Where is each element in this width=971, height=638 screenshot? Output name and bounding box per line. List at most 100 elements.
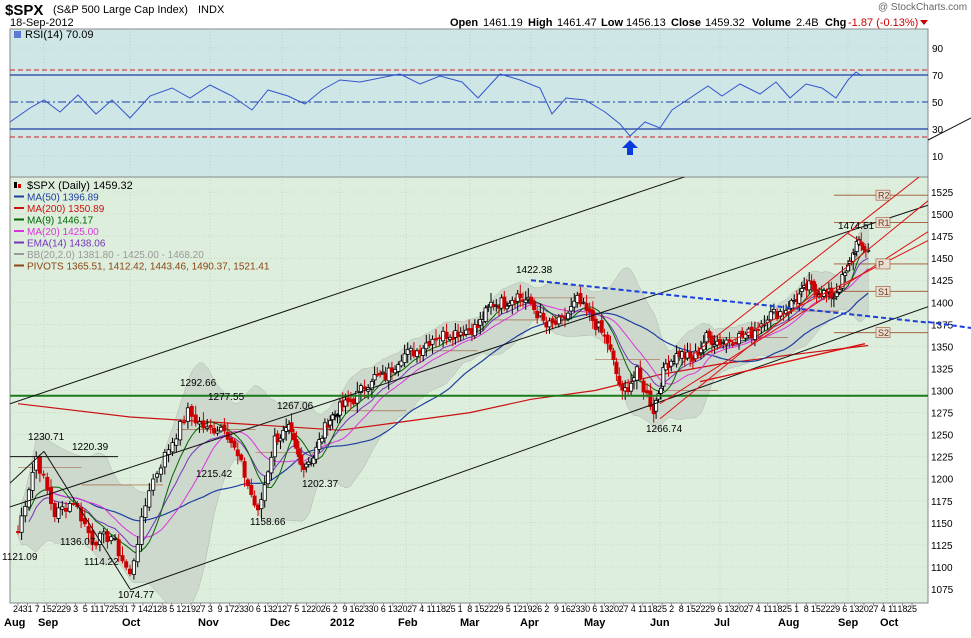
- candle-body: [154, 473, 159, 478]
- close-value: 1459.32: [705, 17, 745, 29]
- candle-body: [294, 439, 299, 449]
- price-tick-label: 1175: [931, 497, 953, 508]
- legend-item: MA(20) 1425.00: [27, 227, 99, 238]
- x-day-label: 23: [234, 604, 244, 614]
- x-day-label: 21: [148, 604, 158, 614]
- candle-body: [654, 399, 659, 412]
- candle-body: [396, 364, 401, 372]
- drop-line: [43, 451, 131, 590]
- candle-body: [638, 367, 643, 379]
- x-day-label: 11: [90, 604, 99, 614]
- candle-body: [494, 304, 499, 307]
- x-day-label: 1: [794, 604, 799, 614]
- candle-body: [768, 311, 773, 321]
- candle-body: [197, 421, 202, 425]
- price-tick-label: 1275: [931, 409, 954, 420]
- price-annotation: 1114.22: [84, 557, 119, 568]
- pivot-label: S2: [878, 328, 889, 338]
- candle-body: [727, 339, 732, 342]
- pivot-label-box: [875, 327, 891, 339]
- price-tick-label: 1225: [931, 453, 954, 464]
- x-day-label: 12: [301, 604, 311, 614]
- pivot-label: R2: [878, 191, 890, 201]
- candle-body: [718, 339, 723, 346]
- candle-body: [79, 507, 84, 522]
- volume-value: 2.4B: [796, 17, 819, 29]
- x-day-label: 16: [561, 604, 571, 614]
- price-tick-label: 1500: [931, 210, 954, 221]
- candle-body: [444, 331, 449, 339]
- candle-body: [49, 486, 54, 504]
- x-month-label: Nov: [198, 617, 220, 629]
- candle-body: [139, 516, 144, 545]
- candle-body: [320, 437, 325, 443]
- legend-item: PIVOTS 1365.51, 1412.42, 1443.46, 1490.3…: [27, 262, 270, 273]
- candle-body: [834, 292, 839, 297]
- candle-body: [335, 415, 340, 418]
- price-annotation: 1277.55: [208, 392, 245, 403]
- candle-body: [37, 456, 42, 474]
- candle-body: [278, 437, 283, 442]
- x-day-label: 27: [282, 604, 292, 614]
- x-day-label: 13: [599, 604, 609, 614]
- x-month-label: Aug: [4, 617, 25, 629]
- candle-body: [86, 526, 91, 534]
- price-candles: [15, 232, 871, 580]
- x-day-label: 20: [398, 604, 408, 614]
- candle-body: [854, 241, 859, 253]
- price-annotation: 1266.74: [646, 424, 683, 435]
- candle-body: [15, 531, 20, 533]
- candle-body: [620, 383, 625, 391]
- x-day-label: 2: [333, 604, 338, 614]
- x-day-label: 17: [100, 604, 110, 614]
- x-day-label: 4: [419, 604, 424, 614]
- candle-body: [740, 330, 745, 337]
- candle-body: [541, 312, 546, 321]
- x-day-label: 18: [897, 604, 907, 614]
- price-panel: 1121.09 1230.71 1136.07 1220.39 1114.22 1074.…: [2, 117, 971, 604]
- candle-body: [771, 308, 776, 313]
- x-day-label: 30: [369, 604, 379, 614]
- candle-body: [843, 272, 848, 276]
- price-annotation: 1230.71: [28, 432, 65, 443]
- x-day-label: 11: [427, 604, 436, 614]
- x-month-label: Sep: [838, 617, 858, 629]
- x-day-label: 15: [811, 604, 821, 614]
- candle-body: [19, 515, 24, 533]
- x-month-label: Mar: [460, 617, 480, 629]
- candle-body: [661, 367, 666, 387]
- candle-body: [518, 293, 523, 299]
- candle-body: [389, 367, 394, 373]
- candle-body: [405, 348, 410, 355]
- legend-swatch: [14, 182, 17, 188]
- x-day-label: 26: [532, 604, 542, 614]
- x-day-label: 25: [782, 604, 792, 614]
- candle-body: [402, 353, 407, 363]
- candle-body: [299, 454, 304, 466]
- x-day-label: 30: [244, 604, 254, 614]
- candle-body: [245, 479, 250, 486]
- candle-body: [259, 499, 264, 510]
- candle-body: [116, 539, 121, 557]
- x-month-label: Oct: [880, 617, 899, 629]
- candle-body: [158, 467, 163, 475]
- candle-body: [90, 530, 95, 545]
- x-day-label: 4: [631, 604, 636, 614]
- price-annotation: 1074.77: [118, 590, 155, 601]
- candle-body: [569, 306, 574, 312]
- x-day-label: 25: [657, 604, 667, 614]
- x-day-label: 25: [907, 604, 917, 614]
- x-day-label: 3: [208, 604, 213, 614]
- candle-body: [23, 505, 28, 517]
- candle-body: [255, 504, 260, 511]
- rise-line: [10, 451, 45, 484]
- x-day-label: 9: [342, 604, 347, 614]
- candle-body: [105, 531, 110, 543]
- date: 18-Sep-2012: [10, 17, 74, 29]
- x-day-label: 3: [73, 604, 78, 614]
- candle-body: [201, 420, 206, 429]
- candle-body: [252, 495, 257, 506]
- x-day-label: 12: [176, 604, 186, 614]
- x-day-label: 24: [13, 604, 23, 614]
- candle-body: [45, 476, 50, 491]
